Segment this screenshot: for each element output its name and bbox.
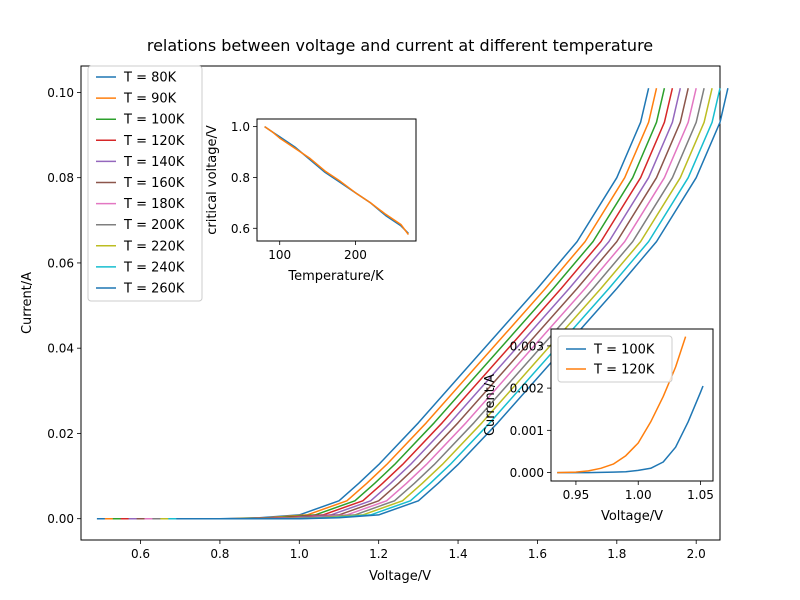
- inset-zoom-legend-entries: T = 100K T = 120K: [566, 343, 655, 378]
- main-legend-label: T = 100K: [123, 113, 185, 128]
- main-x-ticks: 0.6 0.8 1.0 1.2 1.4 1.6 1.8 2.0: [131, 540, 706, 561]
- inset2-x-tick-label: 1.00: [625, 488, 652, 502]
- inset-temperature-y-axis-label: critical voltage/V: [205, 125, 220, 235]
- inset1-y-tick-label: 1.0: [231, 120, 250, 134]
- inset1-y-tick-label: 0.8: [231, 171, 250, 185]
- main-legend-box: [87, 65, 203, 302]
- inset-temperature-x-ticks: 100 200: [268, 241, 367, 262]
- main-y-tick-label: 0.10: [47, 86, 74, 100]
- inset2-legend-label: T = 100K: [593, 343, 655, 358]
- main-legend-label: T = 160K: [123, 176, 185, 191]
- inset2-legend-label: T = 120K: [593, 363, 655, 378]
- inset-temperature-x-axis-label: Temperature/K: [287, 269, 384, 284]
- inset2-y-tick-label: 0.002: [510, 382, 544, 396]
- chart-title: relations between voltage and current at…: [147, 36, 653, 55]
- inset-temperature-plot: 100 200 0.6 0.8 1.0: [231, 118, 417, 262]
- inset-zoom-legend-box: [557, 335, 673, 383]
- inset2-y-tick-label: 0.000: [510, 466, 544, 480]
- main-legend: T = 80K T = 90K T = 100K T = 120K T = 140K T …: [87, 65, 203, 302]
- main-x-tick-label: 2.0: [687, 547, 706, 561]
- main-y-tick-label: 0.08: [47, 171, 74, 185]
- main-x-tick-label: 1.8: [607, 547, 626, 561]
- main-x-tick-label: 0.8: [210, 547, 229, 561]
- main-legend-label: T = 240K: [123, 260, 185, 275]
- main-x-tick-label: 1.4: [449, 547, 468, 561]
- main-legend-label: T = 220K: [123, 239, 185, 254]
- inset-zoom-x-axis-label: Voltage/V: [601, 509, 663, 524]
- main-y-tick-label: 0.00: [47, 512, 74, 526]
- inset1-series-line-1: [264, 125, 410, 236]
- main-y-ticks: 0.00 0.02 0.04 0.06 0.08 0.10: [47, 86, 81, 526]
- main-x-axis-label: Voltage/V: [369, 569, 431, 584]
- main-y-tick-label: 0.06: [47, 256, 74, 270]
- inset2-y-tick-label: 0.001: [510, 424, 544, 438]
- inset1-x-tick-label: 200: [344, 248, 367, 262]
- main-y-tick-label: 0.02: [47, 427, 74, 441]
- main-x-tick-label: 0.6: [131, 547, 150, 561]
- main-series-line-10: [176, 88, 729, 520]
- inset-zoom-y-axis-label: Current/A: [483, 374, 498, 436]
- main-legend-label: T = 120K: [123, 134, 185, 149]
- main-x-tick-label: 1.0: [290, 547, 309, 561]
- main-legend-label: T = 200K: [123, 218, 185, 233]
- main-legend-label: T = 90K: [123, 92, 177, 107]
- main-legend-label: T = 260K: [123, 282, 185, 297]
- inset2-series-line-1: [557, 336, 687, 474]
- inset1-y-tick-label: 0.6: [231, 222, 250, 236]
- inset-zoom-series-group: [557, 336, 704, 474]
- main-x-tick-label: 1.2: [369, 547, 388, 561]
- main-legend-label: T = 140K: [123, 155, 185, 170]
- main-series-group: [96, 88, 729, 520]
- main-y-tick-label: 0.04: [47, 342, 74, 356]
- main-legend-label: T = 180K: [123, 197, 185, 212]
- inset1-series-line-0: [264, 125, 409, 234]
- inset-zoom-plot: 0.95 1.00 1.05 0.000 0.001 0.002 0.003 T = 10…: [510, 328, 714, 502]
- main-legend-label: T = 80K: [123, 71, 177, 86]
- inset-temperature-y-ticks: 0.6 0.8 1.0: [231, 120, 257, 236]
- main-legend-entries: T = 80K T = 90K T = 100K T = 120K T = 140K T …: [96, 71, 185, 297]
- inset2-x-tick-label: 0.95: [563, 488, 590, 502]
- inset2-y-tick-label: 0.003: [510, 339, 544, 353]
- inset-zoom-legend: T = 100K T = 120K: [557, 335, 673, 383]
- main-x-tick-label: 1.6: [528, 547, 547, 561]
- main-y-axis-label: Current/A: [20, 272, 35, 334]
- inset-temperature-series-group: [264, 125, 410, 236]
- inset1-x-tick-label: 100: [268, 248, 291, 262]
- inset2-x-tick-label: 1.05: [687, 488, 714, 502]
- inset-zoom-y-ticks: 0.000 0.001 0.002 0.003: [510, 339, 551, 480]
- inset-zoom-x-ticks: 0.95 1.00 1.05: [563, 481, 714, 502]
- inset2-series-line-0: [557, 385, 704, 474]
